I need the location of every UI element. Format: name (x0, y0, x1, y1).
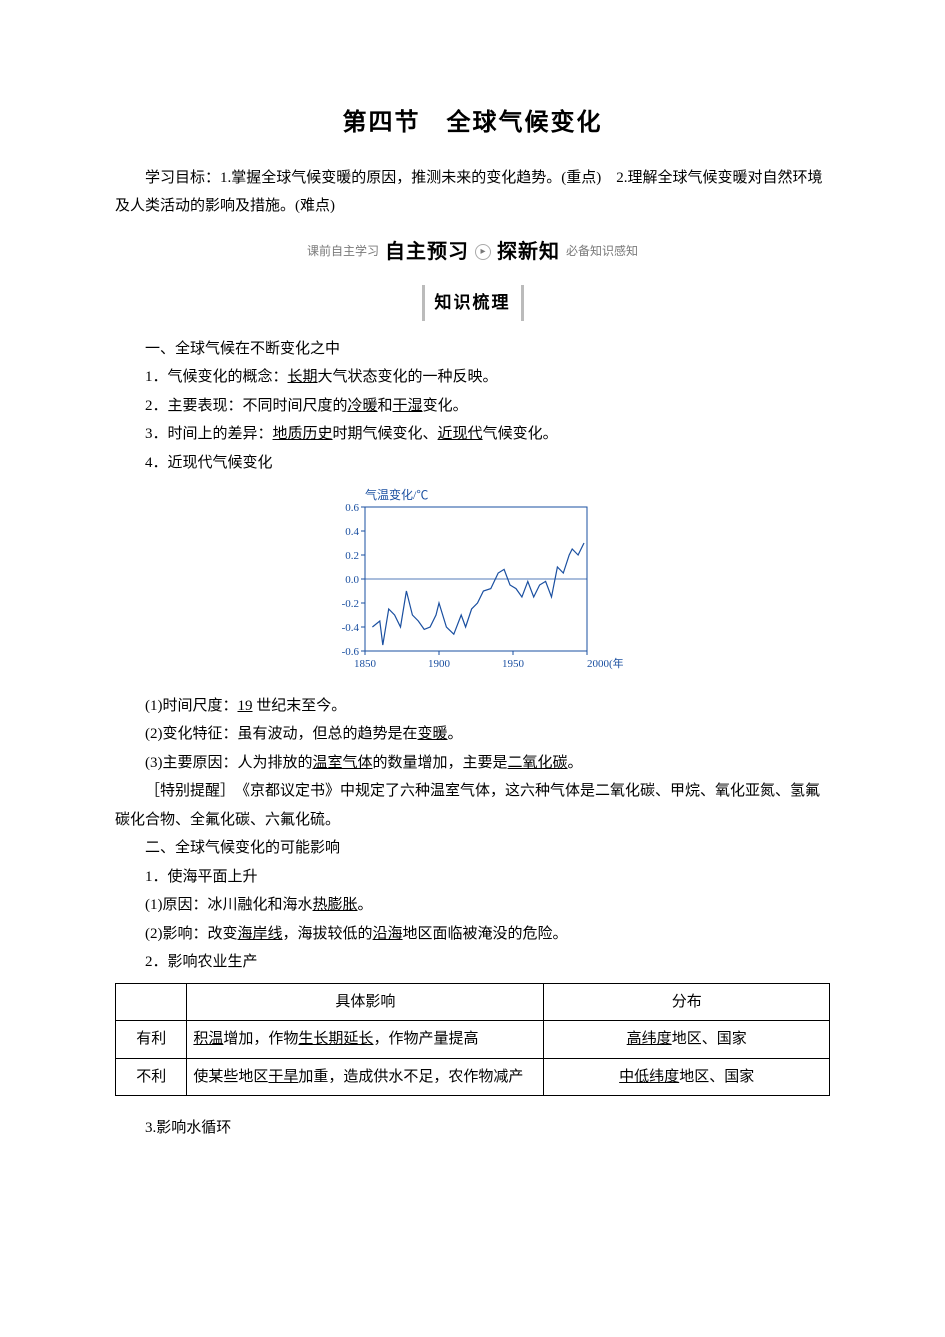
svg-text:0.2: 0.2 (345, 550, 359, 562)
s1-sub3-b: 。 (568, 755, 583, 771)
s1-p1: 1．气候变化的概念：长期大气状态变化的一种反映。 (115, 363, 830, 392)
s1-sub3-mid: 的数量增加，主要是 (373, 755, 508, 771)
banner-main-a: 自主预习 (385, 233, 469, 271)
row2-dist: 中低纬度地区、国家 (544, 1058, 830, 1096)
s1-p2-b: 变化。 (423, 398, 468, 414)
s1-sub2-a: (2)变化特征：虽有波动，但总的趋势是在 (145, 726, 418, 742)
svg-text:气温变化/℃: 气温变化/℃ (365, 487, 428, 502)
s1-p3-b: 气候变化。 (483, 426, 558, 442)
s1-p2-u2: 干湿 (393, 398, 423, 414)
s2-p1-2-a: (2)影响：改变 (145, 926, 238, 942)
table-header-row: 具体影响 分布 (116, 983, 830, 1021)
s1-p2: 2．主要表现：不同时间尺度的冷暖和干湿变化。 (115, 392, 830, 421)
s2-p1-1-a: (1)原因：冰川融化和海水 (145, 897, 313, 913)
svg-text:0.6: 0.6 (345, 502, 359, 514)
s1-sub1-b: 世纪末至今。 (253, 698, 347, 714)
row2-eff-u: 干旱 (268, 1069, 298, 1085)
row1-eff-a: 积温 (193, 1031, 223, 1047)
svg-text:-0.2: -0.2 (341, 598, 358, 610)
s2-p1-2-b: 地区面临被淹没的危险。 (403, 926, 568, 942)
s2-p1: 1．使海平面上升 (115, 863, 830, 892)
banner-right-text: 必备知识感知 (566, 240, 638, 263)
s1-p1-u: 长期 (288, 369, 318, 385)
s2-p1-1: (1)原因：冰川融化和海水热膨胀。 (115, 891, 830, 920)
s1-sub1: (1)时间尺度：19 世纪末至今。 (115, 692, 830, 721)
s1-p3-u2: 近现代 (438, 426, 483, 442)
s1-sub1-u: 19 (238, 698, 253, 714)
svg-text:0.4: 0.4 (345, 526, 359, 538)
s1-p2-a: 2．主要表现：不同时间尺度的 (145, 398, 348, 414)
table-row: 有利 积温增加，作物生长期延长，作物产量提高 高纬度地区、国家 (116, 1021, 830, 1059)
s1-sub3-u1: 温室气体 (313, 755, 373, 771)
row1-effect: 积温增加，作物生长期延长，作物产量提高 (187, 1021, 544, 1059)
s1-p3-a: 3．时间上的差异： (145, 426, 273, 442)
chart-svg: 气温变化/℃ -0.6 -0.4 -0.2 0.0 0.2 0.4 0.6 1850 1900 19… (323, 485, 623, 675)
banner-main-b: 探新知 (497, 233, 560, 271)
s1-sub3-a: (3)主要原因：人为排放的 (145, 755, 313, 771)
svg-text:2000(年): 2000(年) (587, 656, 623, 670)
row2-effect: 使某些地区干旱加重，造成供水不足，农作物减产 (187, 1058, 544, 1096)
s1-p2-u1: 冷暖 (348, 398, 378, 414)
page: 第四节 全球气候变化 学习目标：1.掌握全球气候变暖的原因，推测未来的变化趋势。… (0, 0, 945, 1337)
section1-heading: 一、全球气候在不断变化之中 (115, 335, 830, 364)
row1-eff-u: 生长期延长 (298, 1031, 373, 1047)
row2-dist-b: 地区、国家 (679, 1069, 754, 1085)
section2-heading: 二、全球气候变化的可能影响 (115, 834, 830, 863)
s2-p1-1-b: 。 (358, 897, 373, 913)
s1-sub2: (2)变化特征：虽有波动，但总的趋势是在变暖。 (115, 720, 830, 749)
row1-dist: 高纬度地区、国家 (544, 1021, 830, 1059)
th-effect: 具体影响 (187, 983, 544, 1021)
svg-text:1900: 1900 (428, 658, 451, 670)
svg-text:0.0: 0.0 (345, 574, 359, 586)
row1-dist-b: 地区、国家 (672, 1031, 747, 1047)
s1-sub3: (3)主要原因：人为排放的温室气体的数量增加，主要是二氧化碳。 (115, 749, 830, 778)
section-banner: 课前自主学习 自主预习 ▸ 探新知 必备知识感知 (115, 233, 830, 271)
s2-p3: 3.影响水循环 (115, 1114, 830, 1143)
s1-p1-a: 1．气候变化的概念： (145, 369, 288, 385)
s2-p1-2: (2)影响：改变海岸线，海拔较低的沿海地区面临被淹没的危险。 (115, 920, 830, 949)
s1-p3: 3．时间上的差异：地质历史时期气候变化、近现代气候变化。 (115, 420, 830, 449)
s2-p1-2-mid: ，海拔较低的 (283, 926, 373, 942)
row2-eff-b: 加重，造成供水不足，农作物减产 (298, 1069, 523, 1085)
s1-note: ［特别提醒］ 《京都议定书》中规定了六种温室气体，这六种气体是二氧化碳、甲烷、氧… (115, 777, 830, 834)
row1-eff-mid1: 增加，作物 (223, 1031, 298, 1047)
sub-banner: 知识梳理 (115, 285, 830, 321)
banner-left-text: 课前自主学习 (307, 240, 379, 263)
s2-p1-2-u1: 海岸线 (238, 926, 283, 942)
table-row: 不利 使某些地区干旱加重，造成供水不足，农作物减产 中低纬度地区、国家 (116, 1058, 830, 1096)
sub-banner-text: 知识梳理 (422, 285, 524, 321)
arrow-icon: ▸ (475, 244, 491, 260)
s1-p4: 4．近现代气候变化 (115, 449, 830, 478)
row1-label: 有利 (116, 1021, 187, 1059)
th-dist: 分布 (544, 983, 830, 1021)
s1-p2-mid: 和 (378, 398, 393, 414)
s1-p3-u1: 地质历史 (273, 426, 333, 442)
row2-dist-u: 中低纬度 (619, 1069, 679, 1085)
s1-sub2-u: 变暖 (418, 726, 448, 742)
svg-text:1850: 1850 (354, 658, 377, 670)
s1-sub2-b: 。 (448, 726, 463, 742)
s1-sub1-a: (1)时间尺度： (145, 698, 238, 714)
s2-p1-1-u: 热膨胀 (313, 897, 358, 913)
temperature-chart: 气温变化/℃ -0.6 -0.4 -0.2 0.0 0.2 0.4 0.6 1850 1900 19… (115, 485, 830, 686)
s2-p2: 2．影响农业生产 (115, 948, 830, 977)
s1-p3-mid: 时期气候变化、 (333, 426, 438, 442)
svg-text:-0.6: -0.6 (341, 646, 359, 658)
s1-p1-b: 大气状态变化的一种反映。 (318, 369, 498, 385)
s1-sub3-u2: 二氧化碳 (508, 755, 568, 771)
row1-eff-b: ，作物产量提高 (373, 1031, 478, 1047)
th-blank (116, 983, 187, 1021)
row1-dist-u: 高纬度 (627, 1031, 672, 1047)
s2-p1-2-u2: 沿海 (373, 926, 403, 942)
svg-text:-0.4: -0.4 (341, 622, 359, 634)
learning-objective: 学习目标：1.掌握全球气候变暖的原因，推测未来的变化趋势。(重点) 2.理解全球… (115, 164, 830, 221)
svg-text:1950: 1950 (502, 658, 525, 670)
row2-label: 不利 (116, 1058, 187, 1096)
agriculture-impact-table: 具体影响 分布 有利 积温增加，作物生长期延长，作物产量提高 高纬度地区、国家 … (115, 983, 830, 1097)
page-title: 第四节 全球气候变化 (115, 100, 830, 146)
row2-eff-a: 使某些地区 (193, 1069, 268, 1085)
